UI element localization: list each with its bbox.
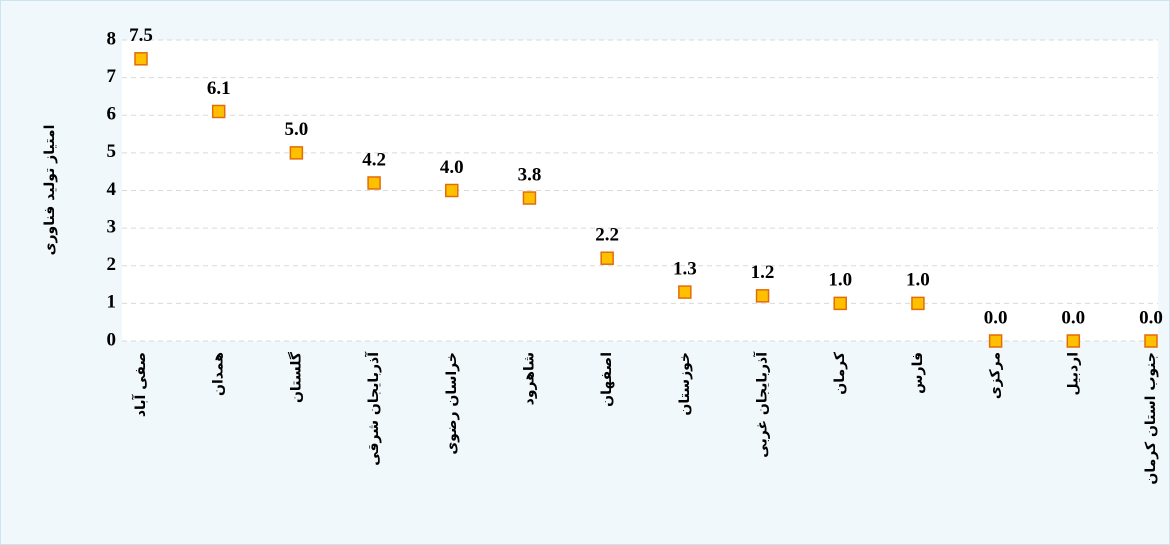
data-label: 4.0: [440, 157, 464, 178]
marker: [134, 52, 148, 66]
x-tick-label: خوزستان: [677, 352, 693, 416]
x-tick-label: مرکزی: [988, 352, 1004, 399]
y-axis-title: امتیاز تولید فناوری: [42, 125, 58, 256]
marker: [289, 146, 304, 160]
data-label: 1.0: [828, 270, 852, 291]
marker: [1066, 334, 1081, 348]
data-label: 0.0: [1139, 307, 1163, 328]
x-tick-label: اردبیل: [1065, 352, 1081, 396]
y-tick-label: 1: [107, 292, 117, 313]
marker: [678, 285, 692, 299]
data-label: 0.0: [1061, 307, 1085, 328]
data-label: 1.3: [673, 258, 697, 279]
data-label: 0.0: [984, 307, 1008, 328]
x-tick-label: فارس: [910, 352, 926, 394]
x-tick-label: جنوب استان کرمان: [1143, 352, 1159, 485]
marker: [988, 334, 1003, 348]
data-label: 3.8: [518, 164, 542, 185]
y-tick-label: 6: [107, 104, 117, 125]
x-tick-label: شاهرود: [521, 352, 537, 405]
marker: [522, 191, 537, 205]
marker: [367, 176, 381, 190]
data-label: 1.2: [751, 262, 775, 283]
y-tick-label: 5: [107, 141, 117, 162]
marker: [211, 104, 226, 119]
y-tick-label: 2: [107, 254, 117, 275]
data-label: 1.0: [906, 270, 930, 291]
x-tick-label: خراسان رضوی: [444, 352, 460, 455]
marker: [833, 296, 847, 311]
data-label: 5.0: [285, 119, 309, 140]
y-tick-label: 7: [107, 66, 117, 87]
x-tick-label: گلستان: [287, 351, 304, 403]
x-tick-label: آذربایجان شرقی: [364, 351, 382, 466]
y-tick-label: 4: [107, 179, 117, 200]
x-tick-label: کرمان: [832, 351, 848, 395]
data-label: 4.2: [362, 149, 386, 170]
marker: [911, 296, 925, 311]
y-tick-label: 3: [107, 216, 117, 237]
marker: [755, 289, 770, 303]
x-tick-label: همدان: [211, 352, 227, 396]
x-tick-label: اصفهان: [599, 352, 615, 407]
data-label: 2.2: [595, 225, 619, 246]
y-tick-label: 8: [107, 28, 117, 49]
marker: [1144, 334, 1158, 348]
data-label: 6.1: [207, 78, 231, 99]
data-label: 7.5: [129, 25, 153, 46]
marker: [600, 251, 614, 265]
x-tick-label: آذربایجان غربی: [753, 351, 771, 458]
marker: [445, 183, 459, 198]
x-tick-label: صفی آباد: [131, 352, 149, 417]
y-tick-label: 0: [107, 329, 117, 350]
